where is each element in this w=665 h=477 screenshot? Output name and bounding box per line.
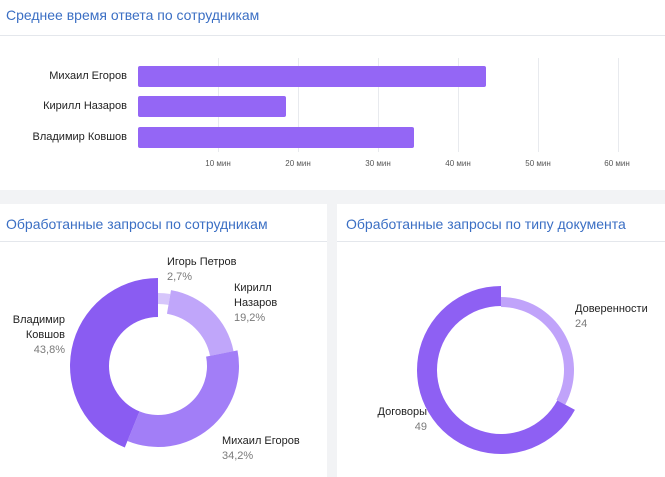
slice-0[interactable] xyxy=(158,293,171,305)
bar-label: Кирилл Назаров xyxy=(43,100,127,112)
response-time-panel: Среднее время ответа по сотрудникам Миха… xyxy=(0,0,665,190)
gridline xyxy=(298,58,299,152)
requests-by-doc-panel: Обработанные запросы по типу документа Д… xyxy=(337,204,665,477)
label-kirill: Кирилл Назаров 19,2% xyxy=(234,281,277,326)
tick-label: 50 мин xyxy=(525,159,551,168)
gridline xyxy=(538,58,539,152)
label-contracts: Договоры 49 xyxy=(373,405,427,435)
response-time-title: Среднее время ответа по сотрудникам xyxy=(6,7,260,23)
slice-0[interactable] xyxy=(501,297,574,405)
label-power-of-attorney-name: Доверенности xyxy=(575,303,648,315)
requests-by-doc-divider xyxy=(337,241,665,242)
employee-donut-chart xyxy=(69,278,240,448)
label-power-of-attorney: Доверенности 24 xyxy=(575,302,648,332)
label-vladimir-name: Владимир Ковшов xyxy=(12,314,65,341)
requests-by-employee-divider xyxy=(0,241,327,242)
label-contracts-value: 49 xyxy=(414,421,427,433)
label-igor-value: 2,7% xyxy=(167,271,193,283)
label-kirill-value: 19,2% xyxy=(234,312,266,324)
tick-label: 20 мин xyxy=(285,159,311,168)
tick-label: 60 мин xyxy=(604,159,630,168)
tick-label: 10 мин xyxy=(205,159,231,168)
tick-label: 40 мин xyxy=(445,159,471,168)
requests-by-employee-panel: Обработанные запросы по сотрудникам Игор… xyxy=(0,204,327,477)
label-vladimir: Владимир Ковшов 43,8% xyxy=(9,313,65,358)
label-kirill-name: Кирилл Назаров xyxy=(234,282,278,309)
response-time-chart: Михаил Егоров Кирилл Назаров Владимир Ко… xyxy=(0,0,665,190)
bar-2[interactable] xyxy=(138,127,414,148)
label-igor: Игорь Петров 2,7% xyxy=(167,255,236,285)
label-contracts-name: Договоры xyxy=(377,406,427,418)
doc-type-donut-chart xyxy=(417,286,575,454)
label-igor-name: Игорь Петров xyxy=(167,256,237,268)
gridline xyxy=(618,58,619,152)
bar-1[interactable] xyxy=(138,96,286,117)
gridline xyxy=(378,58,379,152)
slice-1[interactable] xyxy=(166,290,234,356)
slice-2[interactable] xyxy=(127,350,240,447)
gridline xyxy=(458,58,459,152)
label-mikhail-name: Михаил Егоров xyxy=(222,435,300,447)
response-time-divider xyxy=(0,35,665,36)
bar-label: Владимир Ковшов xyxy=(32,131,127,143)
slice-3[interactable] xyxy=(69,278,158,448)
label-vladimir-value: 43,8% xyxy=(33,344,65,356)
tick-label: 30 мин xyxy=(365,159,391,168)
bar-label: Михаил Егоров xyxy=(49,70,127,82)
label-mikhail-value: 34,2% xyxy=(222,450,254,462)
slice-1[interactable] xyxy=(417,286,575,454)
requests-by-employee-title: Обработанные запросы по сотрудникам xyxy=(6,216,268,232)
bar-0[interactable] xyxy=(138,66,486,87)
requests-by-doc-title: Обработанные запросы по типу документа xyxy=(346,216,626,232)
label-power-of-attorney-value: 24 xyxy=(575,318,588,330)
label-mikhail: Михаил Егоров 34,2% xyxy=(222,434,300,464)
